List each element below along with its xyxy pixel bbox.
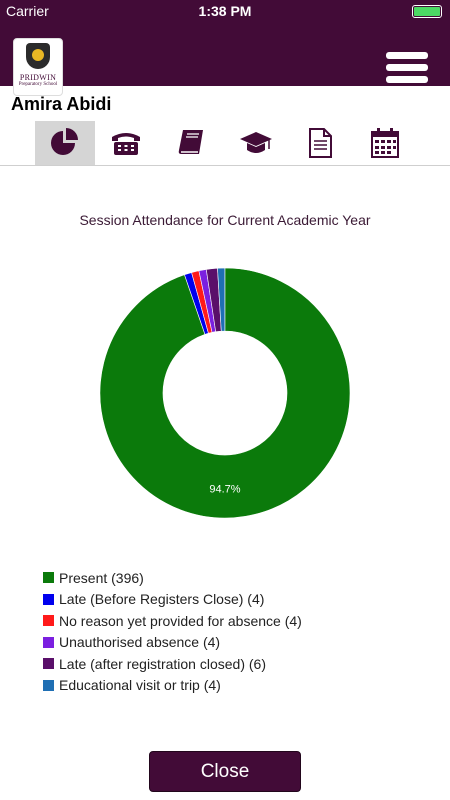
legend-item: No reason yet provided for absence (4)	[43, 610, 302, 632]
tab-contacts[interactable]	[96, 121, 156, 165]
crest-icon	[26, 43, 50, 69]
legend-swatch	[43, 679, 54, 691]
calendar-icon	[371, 128, 399, 158]
pie-chart-icon	[51, 128, 78, 155]
book-icon	[178, 130, 203, 154]
legend-label: Late (Before Registers Close) (4)	[59, 591, 265, 608]
chart-title: Session Attendance for Current Academic …	[79, 212, 371, 228]
tab-homework[interactable]	[162, 121, 222, 165]
tab-reports[interactable]	[226, 121, 286, 165]
battery-icon	[412, 5, 442, 18]
carrier-label: Carrier	[6, 3, 49, 19]
legend-swatch	[43, 572, 54, 584]
app-header: PRIDWIN Preparatory School	[0, 24, 450, 96]
chart-legend: Present (396) Late (Before Registers Clos…	[43, 567, 302, 696]
tab-calendar[interactable]	[355, 121, 415, 165]
legend-swatch	[43, 658, 54, 670]
legend-label: Unauthorised absence (4)	[59, 634, 221, 651]
tab-documents[interactable]	[290, 121, 350, 165]
donut-slice-present	[99, 267, 351, 519]
logo-name: PRIDWIN	[19, 73, 57, 82]
legend-item: Present (396)	[43, 567, 302, 589]
hamburger-menu-icon[interactable]	[386, 52, 430, 90]
legend-label: Educational visit or trip (4)	[59, 677, 221, 694]
legend-item: Late (Before Registers Close) (4)	[43, 589, 302, 611]
attendance-donut-chart: 94.7%	[99, 267, 351, 519]
legend-item: Unauthorised absence (4)	[43, 632, 302, 654]
section-tabs	[0, 121, 450, 166]
legend-item: Late (after registration closed) (6)	[43, 653, 302, 675]
legend-swatch	[43, 615, 54, 627]
school-logo: PRIDWIN Preparatory School	[13, 38, 63, 96]
student-name: Amira Abidi	[11, 94, 112, 114]
legend-swatch	[43, 636, 54, 648]
legend-swatch	[43, 593, 54, 605]
donut-svg: 94.7%	[99, 267, 351, 519]
close-button[interactable]: Close	[149, 751, 301, 792]
logo-subtitle: Preparatory School	[18, 82, 58, 87]
legend-item: Educational visit or trip (4)	[43, 675, 302, 697]
status-bar: Carrier 1:38 PM	[0, 0, 450, 24]
tab-attendance[interactable]	[35, 121, 95, 165]
graduation-cap-icon	[240, 132, 272, 153]
clock: 1:38 PM	[198, 3, 252, 19]
legend-label: Late (after registration closed) (6)	[59, 655, 266, 672]
donut-data-label: 94.7%	[209, 484, 240, 496]
legend-label: No reason yet provided for absence (4)	[59, 612, 302, 629]
legend-label: Present (396)	[59, 569, 144, 586]
telephone-icon	[112, 133, 140, 155]
document-icon	[309, 128, 332, 158]
